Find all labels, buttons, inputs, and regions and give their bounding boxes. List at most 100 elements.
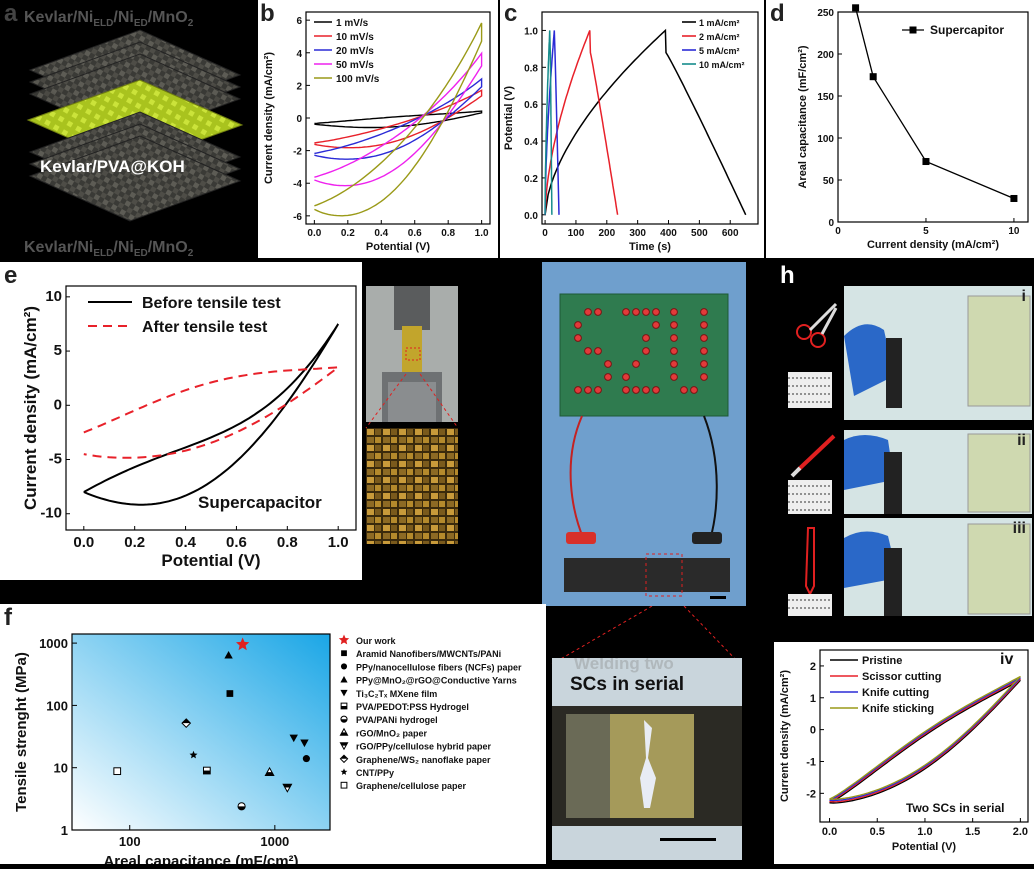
gcd-curve-c — [544, 30, 619, 215]
legend-label: rGO/MnO₂ paper — [356, 728, 428, 738]
led-dot — [652, 308, 660, 316]
x-tick-label: 0.5 — [870, 826, 885, 838]
legend-label: 50 mV/s — [336, 60, 374, 71]
marker-triangle — [224, 650, 233, 659]
chart-b: 0.0 0.2 0.4 0.6 0.8 1.0 -6 -4 -2 0 2 4 6 Potential (V… — [263, 11, 491, 253]
x-tick-label: 500 — [691, 228, 708, 239]
led-dot — [680, 386, 688, 394]
x-tick-label: 0.6 — [226, 534, 247, 551]
legend-label: PVA/PANi hydrogel — [356, 715, 438, 725]
cv-curve-b — [314, 110, 483, 129]
legend-label: 20 mV/s — [336, 46, 374, 57]
x-tick-label: 0 — [542, 228, 548, 239]
legend-label: Knife cutting — [862, 687, 929, 699]
panel-label-a: a — [4, 0, 18, 27]
led-dot — [670, 321, 678, 329]
welding-caption-line1: Welding two — [574, 658, 674, 673]
led-dot — [700, 334, 708, 342]
plot-frame — [837, 11, 1029, 223]
knife-stick-icon — [788, 527, 832, 616]
marker-star — [236, 637, 250, 651]
chart-c: 0 100 200 300 400 500 600 0.0 0.2 0.4 0.6 0.8 1.0 Tim… — [503, 11, 759, 253]
gcd-curve-c — [544, 30, 553, 215]
cv-curve-b — [314, 89, 483, 149]
marker-star — [340, 768, 348, 775]
y-tick-label: 1000 — [39, 636, 68, 651]
plot-frame — [819, 649, 1029, 823]
fabric-micrograph — [366, 428, 458, 544]
y-tick-label: 0.4 — [524, 137, 538, 148]
x-tick-label: 2.0 — [1013, 826, 1028, 838]
legend-label: PPy@MnO₂@rGO@Conductive Yarns — [356, 676, 517, 686]
marker-half-diamond-fill — [182, 718, 191, 724]
panel-d: d 0 5 10 0 50 100 150 200 250 Current density (mA… — [766, 0, 1034, 258]
panel-f: f 100 1000 1 10 100 1000 Areal capacitance (mF… — [0, 604, 546, 869]
x-tick-label: 1.0 — [475, 228, 489, 239]
legend-label: Ti₃C₂Tₓ MXene film — [356, 689, 437, 699]
x-tick-label: 100 — [119, 834, 141, 849]
panel-label-c: c — [504, 0, 518, 27]
panel-a-stack-illustration: Kevlar/NiELD/NiED/MnO2 Kevlar/PVA@KOH Ke… — [24, 9, 244, 259]
panel-label-e: e — [4, 262, 18, 289]
marker-tri-down — [300, 739, 309, 748]
y-axis-label: Potential (V) — [503, 86, 515, 151]
tensile-test-photo — [366, 286, 458, 422]
led-dot — [670, 373, 678, 381]
y-tick-label: 100 — [817, 134, 834, 145]
led-dot — [622, 308, 630, 316]
y-tick-label: 0 — [54, 396, 62, 413]
led-dot — [622, 373, 630, 381]
annotation-label: Two SCs in serial — [906, 801, 1004, 815]
legend-label: After tensile test — [142, 319, 268, 336]
h-photo-iii: iii — [844, 518, 1032, 616]
annotation-label: Supercapacitor — [198, 493, 322, 512]
led-dot — [622, 386, 630, 394]
panel-label-h: h — [780, 262, 795, 289]
data-point — [852, 4, 860, 12]
y-tick-label: 2 — [810, 661, 816, 673]
h-row-ii: ii — [784, 430, 1034, 518]
legend-label: 2 mA/cm² — [699, 32, 740, 42]
roman-i: i — [1021, 288, 1026, 305]
y-tick-label: -5 — [49, 451, 62, 468]
marker-half-square-fill — [341, 706, 347, 709]
x-axis-label: Potential (V) — [892, 841, 957, 853]
led-dot — [700, 360, 708, 368]
y-tick-label: 50 — [823, 176, 835, 187]
panel-a-bottom-label: Kevlar/NiELD/NiED/MnO2 — [24, 239, 194, 259]
h-photo-ii: ii — [844, 430, 1032, 514]
x-tick-label: 1000 — [260, 834, 289, 849]
cv-curve-b — [314, 22, 483, 217]
led-dot — [700, 373, 708, 381]
marker-square — [341, 650, 347, 657]
x-axis-label: Potential (V) — [366, 241, 431, 253]
y-tick-label: 0.6 — [524, 100, 538, 111]
y-tick-label: 1 — [810, 693, 816, 705]
panel-g-led-photo: g — [542, 262, 746, 606]
led-dot — [584, 308, 592, 316]
y-tick-label: 4 — [296, 49, 302, 60]
x-tick-label: 600 — [722, 228, 739, 239]
welding-caption-line2: SCs in serial — [570, 674, 685, 695]
led-dot — [584, 386, 592, 394]
x-tick-label: 0.4 — [374, 228, 388, 239]
marker-circle — [302, 755, 310, 763]
gcd-curve-c — [544, 30, 560, 215]
marker-tri-open-fill — [340, 732, 348, 736]
led-dot — [642, 347, 650, 355]
marker-half-circle-fill — [238, 806, 246, 810]
panel-a-center-label: Kevlar/PVA@KOH — [40, 157, 185, 176]
tensile-clamp-illustration — [366, 286, 458, 422]
marker-star — [189, 750, 198, 759]
y-tick-label: 100 — [46, 698, 68, 713]
x-tick-label: 400 — [660, 228, 677, 239]
led-dot — [670, 360, 678, 368]
y-tick-label: 10 — [54, 761, 68, 776]
marker-half-square-fill — [203, 770, 211, 774]
legend-label: PVA/PEDOT:PSS Hydrogel — [356, 702, 469, 712]
led-dot — [642, 334, 650, 342]
panel-label-b: b — [260, 0, 275, 27]
plot-frame — [305, 11, 491, 225]
capacitance-line — [854, 7, 1015, 200]
led-dot — [690, 386, 698, 394]
